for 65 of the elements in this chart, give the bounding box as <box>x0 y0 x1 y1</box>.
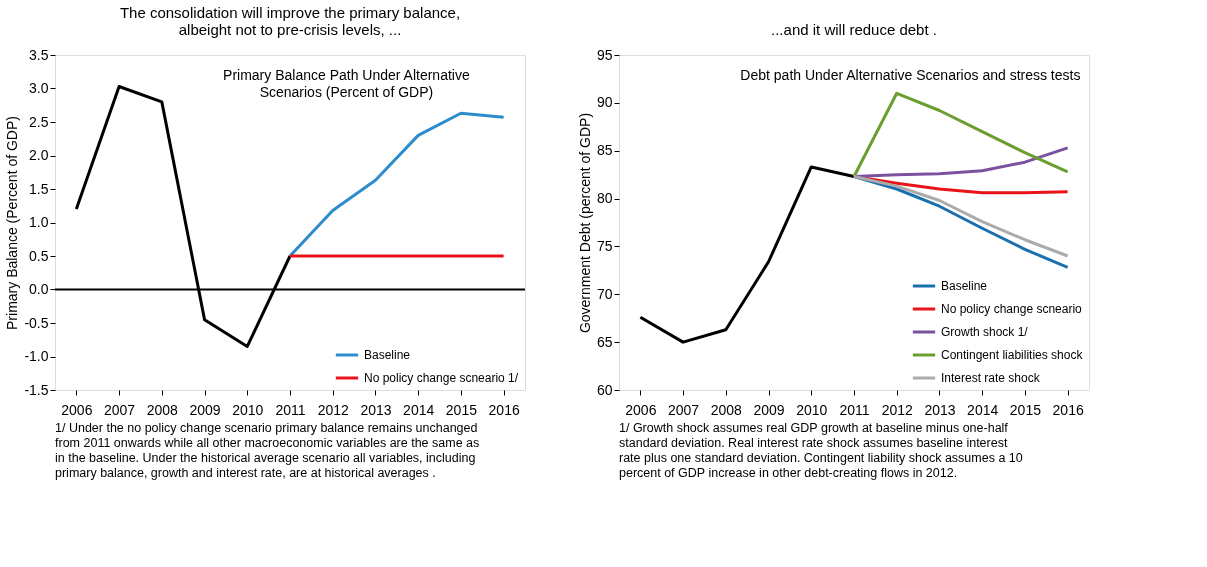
chart-title: ...and it will reduce debt . <box>771 21 937 38</box>
x-tick-label: 2006 <box>61 401 93 418</box>
text: 1/ Under the no policy change scenario primary balance remains unchanged <box>55 421 478 435</box>
text: from 2011 onwards while all other macroeconomic variables are the same as <box>55 436 480 450</box>
x-tick-label: 2015 <box>445 401 478 418</box>
x-tick-label: 2010 <box>232 401 264 418</box>
y-tick-label: 3.5 <box>29 46 49 63</box>
y-tick-label: 95 <box>596 46 613 63</box>
x-tick-label: 2006 <box>625 401 657 418</box>
x-tick-label: 2012 <box>317 401 350 418</box>
y-tick-label: 60 <box>596 381 613 398</box>
text: primary balance, growth and interest rate, are at historical averages . <box>55 466 436 480</box>
y-tick-label: 1.5 <box>29 180 49 197</box>
text: 1/ Growth shock assumes real GDP growth at baseline minus one-half <box>619 421 1009 435</box>
y-tick-label: -1.5 <box>24 381 49 398</box>
x-tick-label: 2008 <box>710 401 743 418</box>
x-tick-label: 2015 <box>1009 401 1042 418</box>
line-series <box>852 91 1070 179</box>
y-tick-label: 0.0 <box>29 281 49 297</box>
text: Debt path Under Alternative Scenarios and stress tests <box>740 67 1081 83</box>
x-tick-label: 2007 <box>104 401 136 418</box>
x-tick-label: 2010 <box>796 401 828 418</box>
y-tick-label: 90 <box>596 94 613 111</box>
y-tick-label: 65 <box>596 333 613 350</box>
y-tick-label: 1.0 <box>29 214 49 230</box>
y-tick-label: 2.5 <box>29 113 49 130</box>
x-tick-label: 2016 <box>488 401 520 418</box>
y-axis-title: Primary Balance (Percent of GDP) <box>4 116 21 330</box>
x-tick-label: 2009 <box>753 401 785 418</box>
legend-label: Interest rate shock <box>941 371 1041 385</box>
y-tick-label: 70 <box>596 285 613 302</box>
x-tick-label: 2013 <box>924 401 956 418</box>
y-tick-label: 3.0 <box>29 80 49 96</box>
y-tick-label: 0.5 <box>29 247 49 264</box>
y-tick-label: 75 <box>596 237 613 254</box>
y-tick-label: -1.0 <box>24 348 49 364</box>
text: percent of GDP increase in other debt-creating flows in 2012. <box>619 466 958 480</box>
legend-label: Baseline <box>941 279 988 293</box>
x-tick-label: 2008 <box>146 401 179 418</box>
x-tick-label: 2012 <box>881 401 914 418</box>
x-tick-label: 2016 <box>1052 401 1084 418</box>
line-series <box>638 165 856 344</box>
x-tick-label: 2014 <box>967 401 999 418</box>
x-tick-label: 2007 <box>668 401 700 418</box>
y-tick-label: 2.0 <box>29 147 49 163</box>
y-tick-label: 85 <box>596 142 613 159</box>
legend-label: No policy change scneario 1/ <box>364 371 519 385</box>
legend-label: Growth shock 1/ <box>941 325 1029 339</box>
text: rate plus one standard deviation. Contingent liability shock assumes a 10 <box>619 451 1023 465</box>
legend-label: Contingent liabilities shock <box>941 348 1084 362</box>
x-tick-label: 2009 <box>189 401 221 418</box>
x-tick-label: 2014 <box>403 401 435 418</box>
x-tick-label: 2011 <box>275 401 306 418</box>
y-axis-title: Government Debt (percent of GDP) <box>576 112 593 334</box>
legend-label: Baseline <box>364 348 411 362</box>
line-series <box>288 111 506 258</box>
y-tick-label: -0.5 <box>24 314 49 331</box>
y-tick-label: 80 <box>596 190 613 207</box>
x-tick-label: 2013 <box>360 401 392 418</box>
text: Primary Balance Path Under Alternative Scenarios (Percent of GDP) <box>223 67 470 100</box>
chart-title: The consolidation will improve the primary balance, albeight not to pre-crisis levels, ... <box>119 4 461 38</box>
text: in the baseline. Under the historical average scenario all variables, including <box>55 451 476 465</box>
x-tick-label: 2011 <box>839 401 870 418</box>
text: standard deviation. Real interest rate shock assumes baseline interest <box>619 436 1008 450</box>
legend-label: No policy change scneario <box>941 302 1083 316</box>
